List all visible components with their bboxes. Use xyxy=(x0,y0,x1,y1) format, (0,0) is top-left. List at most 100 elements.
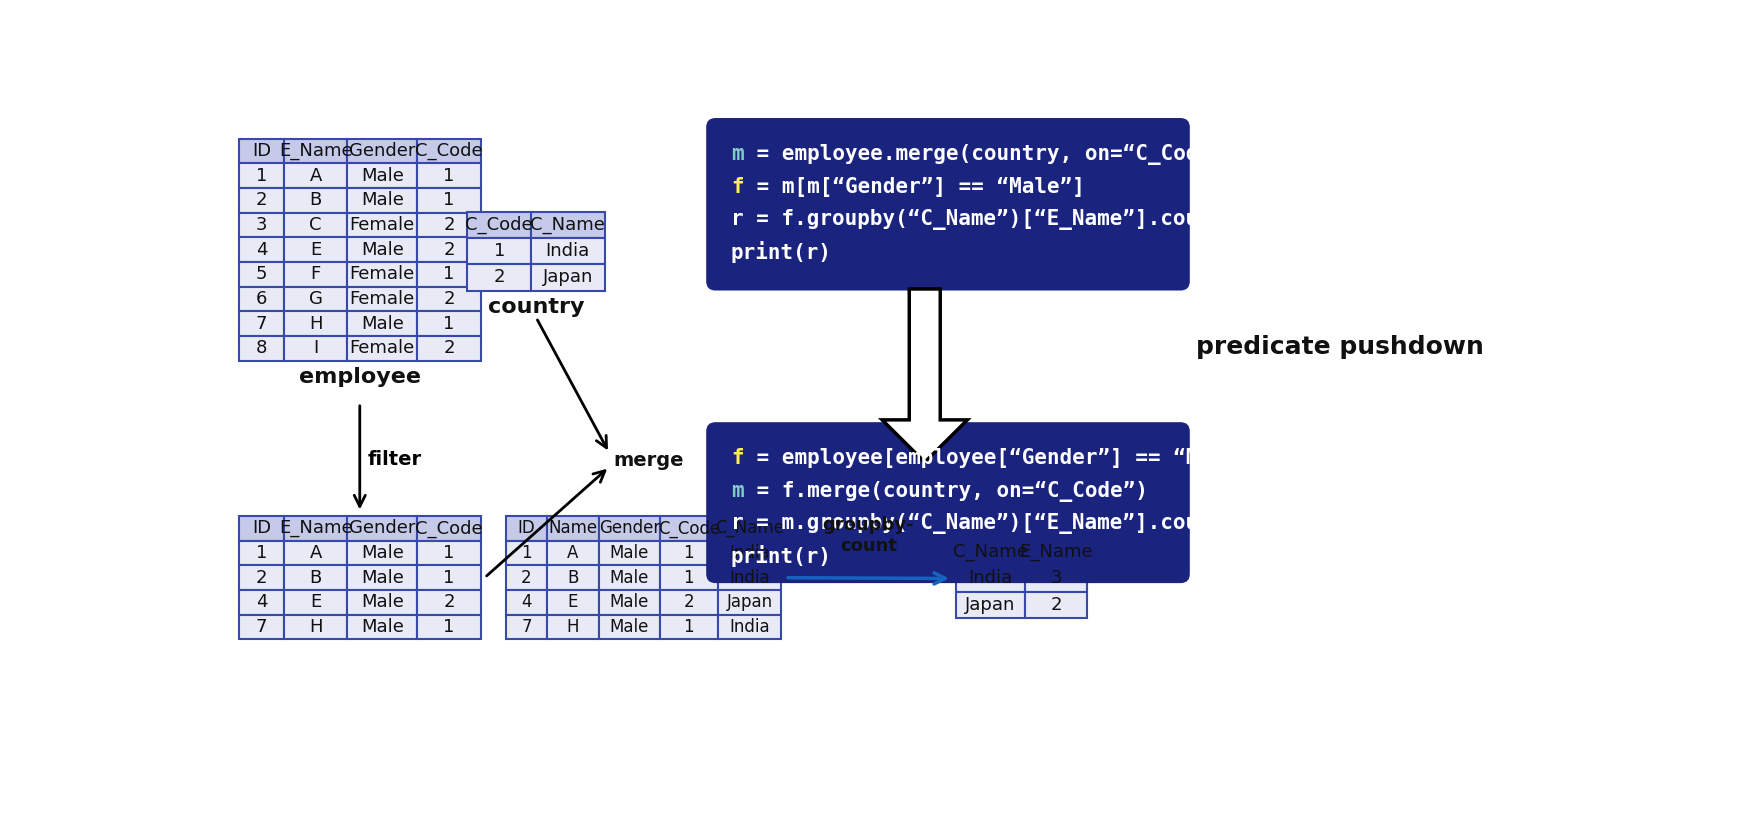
Bar xyxy=(284,311,347,336)
Text: 5: 5 xyxy=(256,265,267,283)
Text: India: India xyxy=(546,242,590,260)
Text: 1: 1 xyxy=(442,618,455,636)
Text: = m[m[“Gender”] == “Male”]: = m[m[“Gender”] == “Male”] xyxy=(742,176,1085,196)
Bar xyxy=(284,565,347,590)
Bar xyxy=(418,336,481,360)
Bar xyxy=(284,287,347,311)
Bar xyxy=(239,188,284,212)
Bar xyxy=(239,212,284,237)
Text: C_Code: C_Code xyxy=(414,519,483,538)
Text: print(r): print(r) xyxy=(730,545,832,568)
Text: C_Code: C_Code xyxy=(465,216,534,234)
Bar xyxy=(347,237,418,262)
Bar xyxy=(530,238,604,264)
Text: employee: employee xyxy=(298,367,421,387)
Text: 1: 1 xyxy=(442,265,455,283)
Bar xyxy=(239,139,284,164)
Bar xyxy=(284,212,347,237)
Text: Male: Male xyxy=(609,544,649,562)
Bar xyxy=(530,264,604,291)
Bar xyxy=(239,237,284,262)
Bar xyxy=(418,516,481,541)
Bar xyxy=(955,539,1025,565)
Text: Gender: Gender xyxy=(349,142,416,161)
Bar xyxy=(347,212,418,237)
Text: 1: 1 xyxy=(683,544,693,562)
Text: = employee[employee[“Gender”] == “Male”]: = employee[employee[“Gender”] == “Male”] xyxy=(742,448,1260,468)
Text: E_Name: E_Name xyxy=(279,142,353,161)
Text: 2: 2 xyxy=(683,594,693,611)
Bar xyxy=(284,164,347,188)
Bar xyxy=(1025,592,1086,618)
Text: m: m xyxy=(730,145,742,164)
Text: predicate pushdown: predicate pushdown xyxy=(1195,334,1483,359)
Bar xyxy=(347,188,418,212)
Bar xyxy=(505,614,546,640)
Bar xyxy=(418,139,481,164)
Text: merge: merge xyxy=(612,451,683,470)
Text: C_Code: C_Code xyxy=(658,519,720,538)
Bar xyxy=(284,237,347,262)
Text: Japan: Japan xyxy=(727,594,772,611)
Text: 1: 1 xyxy=(256,166,267,185)
Bar xyxy=(284,139,347,164)
Text: C_Name: C_Name xyxy=(530,216,605,234)
Text: 6: 6 xyxy=(256,290,267,308)
Text: E_Name: E_Name xyxy=(279,519,353,538)
Text: Female: Female xyxy=(349,265,414,283)
Text: 1: 1 xyxy=(256,544,267,562)
Text: 2: 2 xyxy=(442,594,455,611)
Text: 7: 7 xyxy=(521,618,532,636)
Text: India: India xyxy=(728,544,769,562)
Text: A: A xyxy=(567,544,577,562)
Bar xyxy=(418,565,481,590)
Bar xyxy=(239,516,284,541)
Bar xyxy=(467,212,530,238)
Bar xyxy=(598,516,660,541)
Bar xyxy=(598,614,660,640)
Bar xyxy=(347,336,418,360)
Bar xyxy=(239,614,284,640)
Text: Female: Female xyxy=(349,339,414,357)
Text: 1: 1 xyxy=(442,544,455,562)
Text: B: B xyxy=(309,191,321,210)
Bar xyxy=(505,541,546,565)
FancyBboxPatch shape xyxy=(706,422,1190,584)
Text: Male: Male xyxy=(360,191,404,210)
Bar xyxy=(505,565,546,590)
Polygon shape xyxy=(881,289,967,462)
Bar xyxy=(284,590,347,614)
Text: 1: 1 xyxy=(683,568,693,587)
Text: B: B xyxy=(567,568,577,587)
Text: f: f xyxy=(730,448,742,468)
Text: A: A xyxy=(309,166,321,185)
Text: 4: 4 xyxy=(521,594,532,611)
Bar xyxy=(284,336,347,360)
Text: Male: Male xyxy=(609,618,649,636)
Bar xyxy=(239,590,284,614)
Text: 3: 3 xyxy=(256,216,267,234)
Text: ID: ID xyxy=(251,142,270,161)
Bar xyxy=(347,139,418,164)
Text: 7: 7 xyxy=(256,618,267,636)
FancyBboxPatch shape xyxy=(706,118,1190,291)
Text: Female: Female xyxy=(349,216,414,234)
Text: 1: 1 xyxy=(521,544,532,562)
Bar xyxy=(418,541,481,565)
Bar xyxy=(718,541,781,565)
Text: 2: 2 xyxy=(442,241,455,258)
Bar xyxy=(505,516,546,541)
Bar xyxy=(598,541,660,565)
Bar xyxy=(1025,539,1086,565)
Text: 1: 1 xyxy=(442,568,455,587)
Text: C_Code: C_Code xyxy=(414,142,483,161)
Text: H: H xyxy=(567,618,579,636)
Text: H: H xyxy=(309,314,323,333)
Bar xyxy=(284,516,347,541)
Bar xyxy=(546,614,598,640)
Bar xyxy=(660,565,718,590)
Text: Name: Name xyxy=(548,519,597,538)
Text: 8: 8 xyxy=(256,339,267,357)
Text: Male: Male xyxy=(360,166,404,185)
Bar xyxy=(546,565,598,590)
